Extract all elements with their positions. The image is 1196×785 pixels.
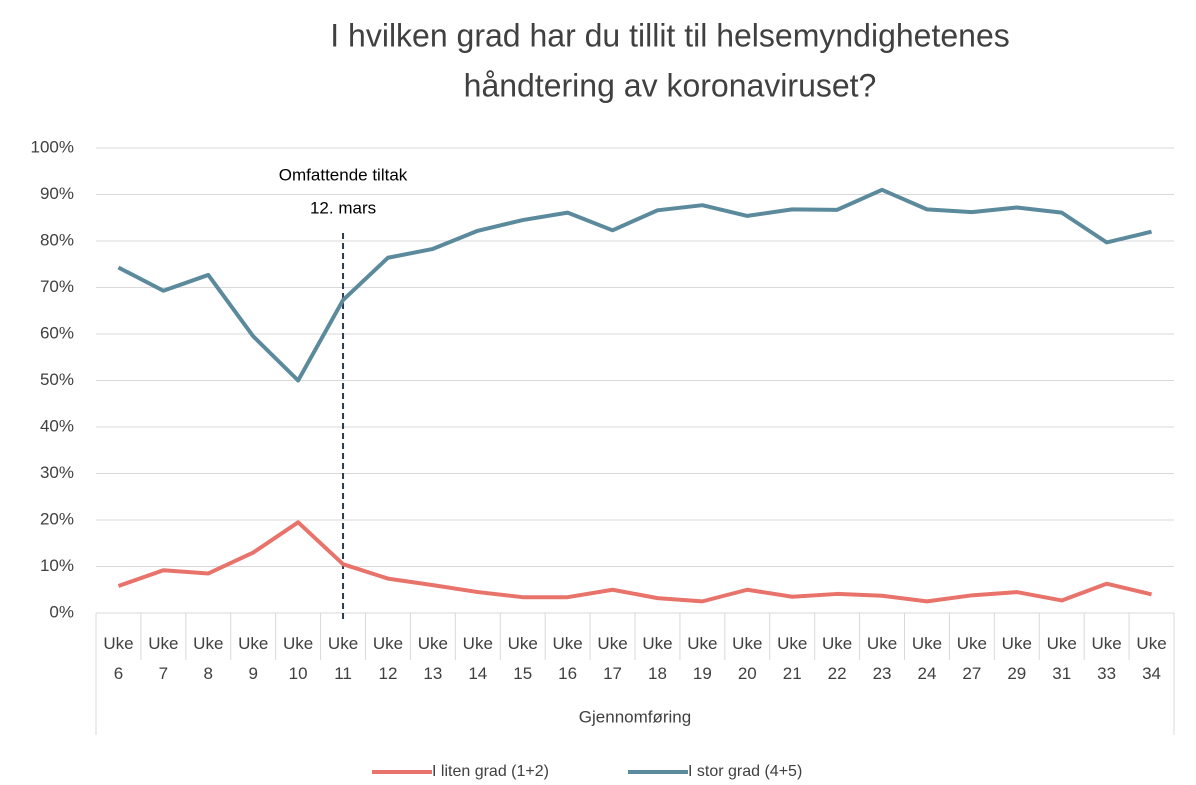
x-tick-label: Uke 6	[103, 634, 133, 683]
line-series	[117, 187, 1153, 383]
chart-title: håndtering av koronaviruset?	[464, 67, 877, 103]
x-tick-label: Uke 24	[912, 634, 942, 683]
x-tick-label: Uke 19	[687, 634, 717, 683]
y-tick-label: 70%	[40, 277, 74, 296]
y-tick-label: 40%	[40, 416, 74, 435]
x-tick-label: Uke 12	[373, 634, 403, 683]
x-tick-label: Uke 33	[1092, 634, 1122, 683]
x-tick-label: Uke 20	[732, 634, 762, 683]
y-tick-label: 20%	[40, 509, 74, 528]
x-tick-label: Uke 15	[508, 634, 538, 683]
x-tick-label: Uke 31	[1047, 634, 1077, 683]
x-tick-label: Uke 9	[238, 634, 268, 683]
y-tick-label: 10%	[40, 556, 74, 575]
y-tick-label: 0%	[49, 602, 74, 621]
x-tick-label: Uke 11	[328, 634, 358, 683]
x-tick-label: Uke 22	[822, 634, 852, 683]
y-tick-label: 30%	[40, 463, 74, 482]
x-tick-label: Uke 34	[1136, 634, 1166, 683]
x-tick-label: Uke 21	[777, 634, 807, 683]
x-tick-label: Uke 29	[1002, 634, 1032, 683]
legend-label: I stor grad (4+5)	[688, 763, 802, 780]
annotation: 12. mars	[310, 198, 376, 217]
y-tick-label: 60%	[40, 323, 74, 342]
y-tick-label: 100%	[31, 137, 74, 156]
x-tick-label: Uke 16	[553, 634, 583, 683]
x-tick-label: Uke 17	[597, 634, 627, 683]
x-tick-label: Uke 23	[867, 634, 897, 683]
y-tick-label: 90%	[40, 184, 74, 203]
x-tick-label: Uke 10	[283, 634, 313, 683]
line-series	[117, 520, 1153, 604]
y-tick-label: 50%	[40, 370, 74, 389]
annotation: Omfattende tiltak	[279, 165, 408, 184]
x-axis-label: Gjennomføring	[579, 707, 691, 726]
x-tick-label: Uke 14	[463, 634, 493, 683]
x-tick-label: Uke 13	[418, 634, 448, 683]
x-tick-label: Uke 18	[642, 634, 672, 683]
x-tick-label: Uke 7	[148, 634, 178, 683]
y-tick-label: 80%	[40, 230, 74, 249]
chart-title: I hvilken grad har du tillit til helsemy…	[330, 17, 1009, 53]
x-tick-label: Uke 8	[193, 634, 223, 683]
legend-label: I liten grad (1+2)	[432, 763, 549, 780]
x-tick-label: Uke 27	[957, 634, 987, 683]
